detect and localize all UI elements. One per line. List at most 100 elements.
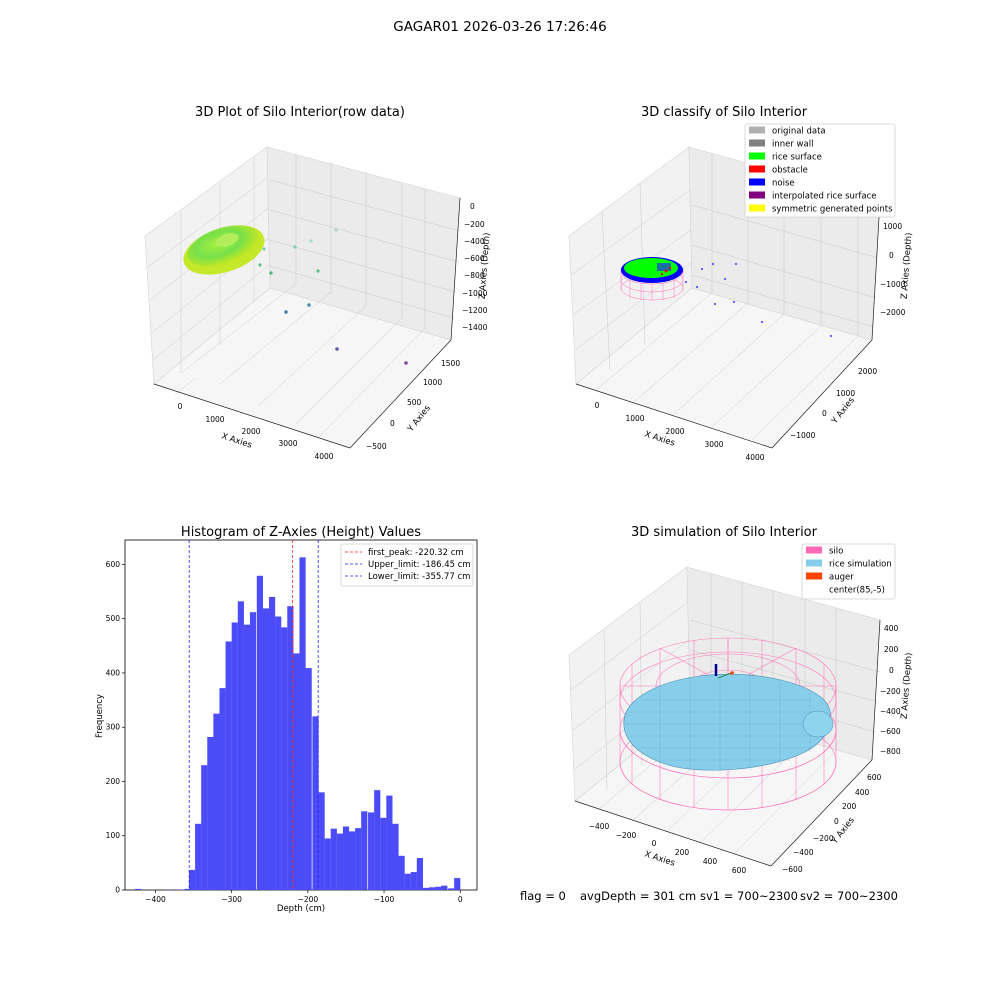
status-avg-depth: avgDepth = 301 cm [580,889,696,903]
panel3-legend-box [340,543,474,587]
panel3-y-ticks: 0 100 200 300 400 500 600 [106,560,125,895]
legend-label: rice surface [772,153,822,163]
legend-swatch [749,191,765,199]
panel2-xtick-2: 2000 [665,427,684,436]
panel2-x-axis-line [575,383,773,449]
histogram-bar [330,828,337,890]
panel1-x-ticks: 0 1000 2000 3000 4000 [178,402,334,461]
panel4-ztick-6: −800 [880,747,901,756]
panel2-noise-point [685,281,687,283]
panel4-ztick-0: 400 [884,624,899,633]
histogram-bar [207,736,214,890]
panel4-xtick-4: 400 [703,857,718,866]
panel1-rice-peak [215,233,239,247]
panel2-noise-point [696,286,698,288]
panel1-xtick-4: 4000 [314,452,333,461]
panel3-legend: first_peak: -220.32 cm Upper_limit: -186.… [340,543,474,587]
panel1-point [309,239,313,243]
histogram-legend-label: Upper_limit: -186.45 cm [368,560,471,570]
panel2-noise-point [733,301,735,303]
histogram-bar [368,812,375,890]
histogram-bar [184,888,191,890]
histogram-bar [201,765,208,890]
panel1-ytick-0: −500 [366,442,387,451]
histogram-ytick-label: 400 [106,668,121,677]
legend-swatch [749,139,765,147]
panel2-noise-point [724,278,726,280]
panel4-ztick-5: −600 [880,727,901,736]
panel2-z-ticks: 1000 0 −1000 −2000 [880,222,906,317]
legend-label: obstacle [772,166,808,176]
panel4-rice-mesh [626,673,830,772]
panel4-xtick-0: −400 [589,822,610,831]
panel1-xtick-1: 1000 [205,415,224,424]
histogram-ytick-label: 300 [106,723,121,732]
histogram-bar [299,557,306,890]
histogram-bar [219,688,226,890]
legend-swatch [806,546,822,554]
panel4-legend-box [801,543,896,600]
panel4-x-axis-line [574,800,772,867]
histogram-bar [380,817,387,890]
figure-suptitle: GAGAR01 2026-03-26 17:26:46 [393,19,606,35]
legend-label: auger [829,573,854,583]
histogram-bar [398,855,405,890]
panel2-classified-cloud [620,257,832,337]
status-sv2: sv2 = 700~2300 [800,889,898,903]
legend-swatch [806,585,822,593]
legend-swatch [806,572,822,580]
panel2-obstacle-point [660,272,664,276]
panel3-vlines [188,540,319,890]
panel4-ytick-1: −400 [793,848,814,857]
panel1-ytick-1: 0 [390,419,395,428]
legend-label: noise [772,179,795,189]
panel2-noise-point [714,303,716,305]
legend-swatch [749,165,765,173]
panel2-noise-point [735,263,737,265]
panel4-xtick-5: 600 [732,866,747,875]
histogram-bar [305,668,312,890]
histogram-xtick-label: 0 [458,895,463,904]
panel4-rice-bump [802,710,834,738]
legend-label: symmetric generated points [772,205,893,215]
panel2-noise-point [712,263,714,265]
histogram-ytick-label: 0 [115,886,120,895]
panel1-point [335,347,339,351]
panel2-zlabel: Z Axies (Depth) [900,232,915,299]
panel1-ytick-4: 1500 [441,359,460,368]
panel2-z-axis-line [871,199,881,341]
legend-label: silo [829,547,843,557]
panel4-auger-tip [730,671,734,675]
histogram-bar [178,889,185,890]
legend-label: inner wall [772,140,813,150]
panel4-title: 3D simulation of Silo Interior [631,525,818,540]
histogram-bar [454,878,461,890]
histogram-bar [189,869,196,890]
panel-classify-3d: 3D classify of Silo Interior 0 1000 2000… [568,105,915,462]
histogram-bar [243,624,251,890]
bottom-status: flag = 0 avgDepth = 301 cm sv1 = 700~230… [520,889,898,903]
legend-label: center(85,-5) [829,586,885,596]
histogram-bar [386,795,393,890]
panel4-xtick-1: −200 [616,831,637,840]
panel2-ytick-3: 2000 [858,367,877,376]
panel2-obstacle-point [664,269,668,273]
panel4-ztick-1: 200 [884,645,899,654]
panel2-legend-box [744,123,896,218]
panel4-ytick-0: −600 [782,865,803,874]
panel3-bars [134,557,461,890]
histogram-ytick-label: 500 [106,614,121,623]
panel1-y-axis-line [349,339,452,449]
panel3-x-ticks: −400 −300 −200 −100 0 [145,890,463,904]
panel1-z-axis-line [450,197,461,341]
histogram-bar [448,888,455,890]
panel2-xtick-3: 3000 [704,440,723,449]
histogram-bar [237,601,244,890]
legend-swatch [749,204,765,212]
panel1-ztick-0: 0 [470,202,475,211]
panel4-ztick-2: 0 [889,666,894,675]
status-sv1: sv1 = 700~2300 [700,889,798,903]
histogram-bar [416,857,423,890]
histogram-ytick-label: 100 [106,831,121,840]
